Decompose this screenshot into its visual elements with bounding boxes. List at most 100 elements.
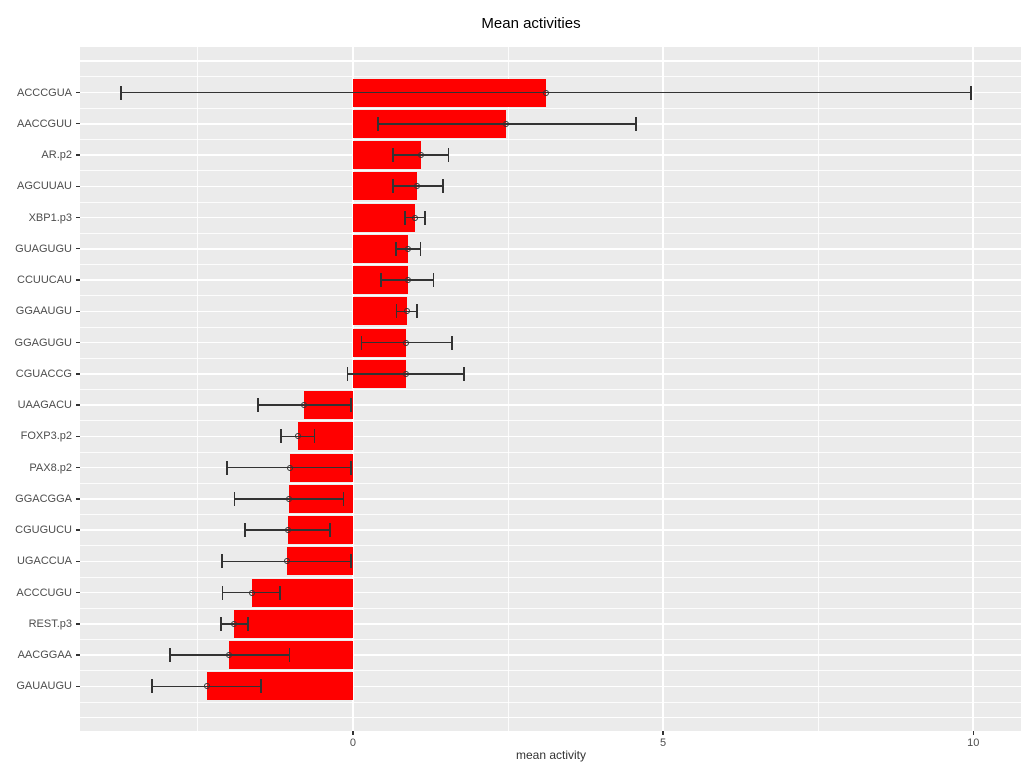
y-tick xyxy=(76,185,80,187)
errorbar-cap-high-CGUACCG xyxy=(463,366,465,381)
x-tick xyxy=(352,731,354,735)
y-axis-label: CGUGUCU xyxy=(15,524,72,537)
errorbar-cap-low-CGUACCG xyxy=(346,366,349,381)
gridline-minor-h xyxy=(80,389,1021,390)
gridline-major-h xyxy=(80,529,1021,531)
errorbar-cap-low-XBP1.p3 xyxy=(404,210,406,225)
errorbar-cap-high-AGCUUAU xyxy=(442,179,444,194)
point-marker-ACCCUGU xyxy=(248,589,255,596)
y-axis-label: AR.p2 xyxy=(41,149,72,162)
point-marker-REST.p3 xyxy=(231,620,238,627)
errorbar-cap-low-ACCCUGU xyxy=(221,585,224,600)
y-tick xyxy=(76,685,80,688)
x-axis-title: mean activity xyxy=(515,748,587,762)
point-marker-GGAAUGU xyxy=(403,308,410,315)
y-tick xyxy=(76,591,80,594)
errorbar-cap-high-GUAGUGU xyxy=(419,241,422,256)
errorbar-cap-high-AR.p2 xyxy=(447,148,450,163)
gridline-minor-v xyxy=(197,47,199,731)
y-axis-label: FOXP3.p2 xyxy=(20,430,72,443)
point-marker-UAAGACU xyxy=(300,402,307,409)
gridline-major-h xyxy=(80,498,1021,500)
point-marker-GGAGUGU xyxy=(403,339,410,346)
gridline-major-v xyxy=(662,47,664,731)
errorbar-cap-low-GGAGUGU xyxy=(360,335,363,350)
x-tick-label: 0 xyxy=(349,737,356,749)
gridline-major-h xyxy=(80,60,1021,62)
gridline-minor-v xyxy=(817,47,819,731)
errorbar-cap-high-ACCCUGU xyxy=(278,585,281,600)
x-tick xyxy=(972,731,974,735)
y-tick xyxy=(76,498,80,500)
point-marker-ACCCGUA xyxy=(542,89,549,96)
point-marker-PAX8.p2 xyxy=(286,464,293,471)
errorbar-cap-low-GUAGUGU xyxy=(394,241,397,256)
y-tick xyxy=(76,623,80,625)
gridline-major-h xyxy=(80,716,1021,719)
point-marker-GAUAUGU xyxy=(203,683,210,690)
gridline-major-h xyxy=(80,185,1021,188)
gridline-major-h xyxy=(80,435,1021,438)
point-marker-AACCGUU xyxy=(503,120,510,127)
point-marker-UGACCUA xyxy=(283,558,290,565)
errorbar-cap-high-GGAGUGU xyxy=(451,335,453,350)
gridline-minor-h xyxy=(80,232,1021,234)
y-tick xyxy=(76,154,80,156)
gridline-minor-h xyxy=(80,701,1021,703)
y-tick xyxy=(76,341,80,344)
y-tick xyxy=(76,466,80,469)
gridline-minor-h xyxy=(80,670,1021,672)
point-marker-CCUUCAU xyxy=(404,277,411,284)
y-tick xyxy=(76,373,80,375)
gridline-major-h xyxy=(80,591,1021,594)
y-axis-label: GGACGGA xyxy=(15,492,72,505)
gridline-major-h xyxy=(80,216,1021,219)
errorbar-cap-low-ACCCGUA xyxy=(120,85,122,100)
gridline-major-h xyxy=(80,373,1021,375)
x-tick-label: 5 xyxy=(660,737,667,749)
y-tick xyxy=(76,529,80,531)
errorbar-cap-high-GGAAUGU xyxy=(416,304,418,319)
y-axis-label: AACCGUU xyxy=(16,117,72,130)
errorbar-cap-low-GGACGGA xyxy=(233,491,236,506)
errorbar-cap-high-FOXP3.p2 xyxy=(313,429,316,444)
y-tick xyxy=(76,404,80,406)
y-axis-label: AGCUUAU xyxy=(16,180,72,193)
y-axis-label: UAAGACU xyxy=(17,399,72,412)
gridline-minor-h xyxy=(80,545,1021,547)
y-tick xyxy=(76,654,80,656)
gridline-minor-h xyxy=(80,576,1021,578)
y-tick xyxy=(76,279,80,281)
errorbar-cap-low-GAUAUGU xyxy=(151,679,153,694)
errorbar-cap-low-UAAGACU xyxy=(257,398,259,413)
gridline-minor-h xyxy=(80,138,1021,140)
gridline-major-h xyxy=(80,248,1021,250)
x-tick-label: 10 xyxy=(967,737,980,749)
errorbar-cap-low-REST.p3 xyxy=(220,616,222,631)
y-axis-label: GGAAUGU xyxy=(15,305,72,318)
errorbar-cap-high-AACGGAA xyxy=(288,648,291,663)
point-marker-FOXP3.p2 xyxy=(294,433,301,440)
x-tick xyxy=(662,731,664,735)
gridline-major-v xyxy=(352,47,354,731)
y-axis-label: UGACCUA xyxy=(16,555,72,568)
gridline-major-h xyxy=(80,560,1021,563)
point-marker-AACGGAA xyxy=(225,652,232,659)
gridline-minor-h xyxy=(80,451,1021,453)
errorbar-cap-low-AGCUUAU xyxy=(392,179,395,194)
gridline-major-h xyxy=(80,154,1021,156)
y-axis-label: CGUACCG xyxy=(15,367,72,380)
errorbar-cap-high-REST.p3 xyxy=(247,616,249,631)
gridline-major-h xyxy=(80,341,1021,344)
y-axis-label: XBP1.p3 xyxy=(28,211,72,224)
errorbar-cap-high-UGACCUA xyxy=(350,554,352,569)
point-marker-GGACGGA xyxy=(286,495,293,502)
y-tick xyxy=(76,123,80,125)
errorbar-cap-low-CCUUCAU xyxy=(380,273,382,288)
point-marker-AR.p2 xyxy=(418,152,425,159)
point-marker-CGUGUCU xyxy=(284,527,291,534)
y-tick xyxy=(76,91,80,94)
gridline-minor-h xyxy=(80,76,1021,78)
point-marker-XBP1.p3 xyxy=(411,214,418,221)
y-tick xyxy=(76,560,80,563)
